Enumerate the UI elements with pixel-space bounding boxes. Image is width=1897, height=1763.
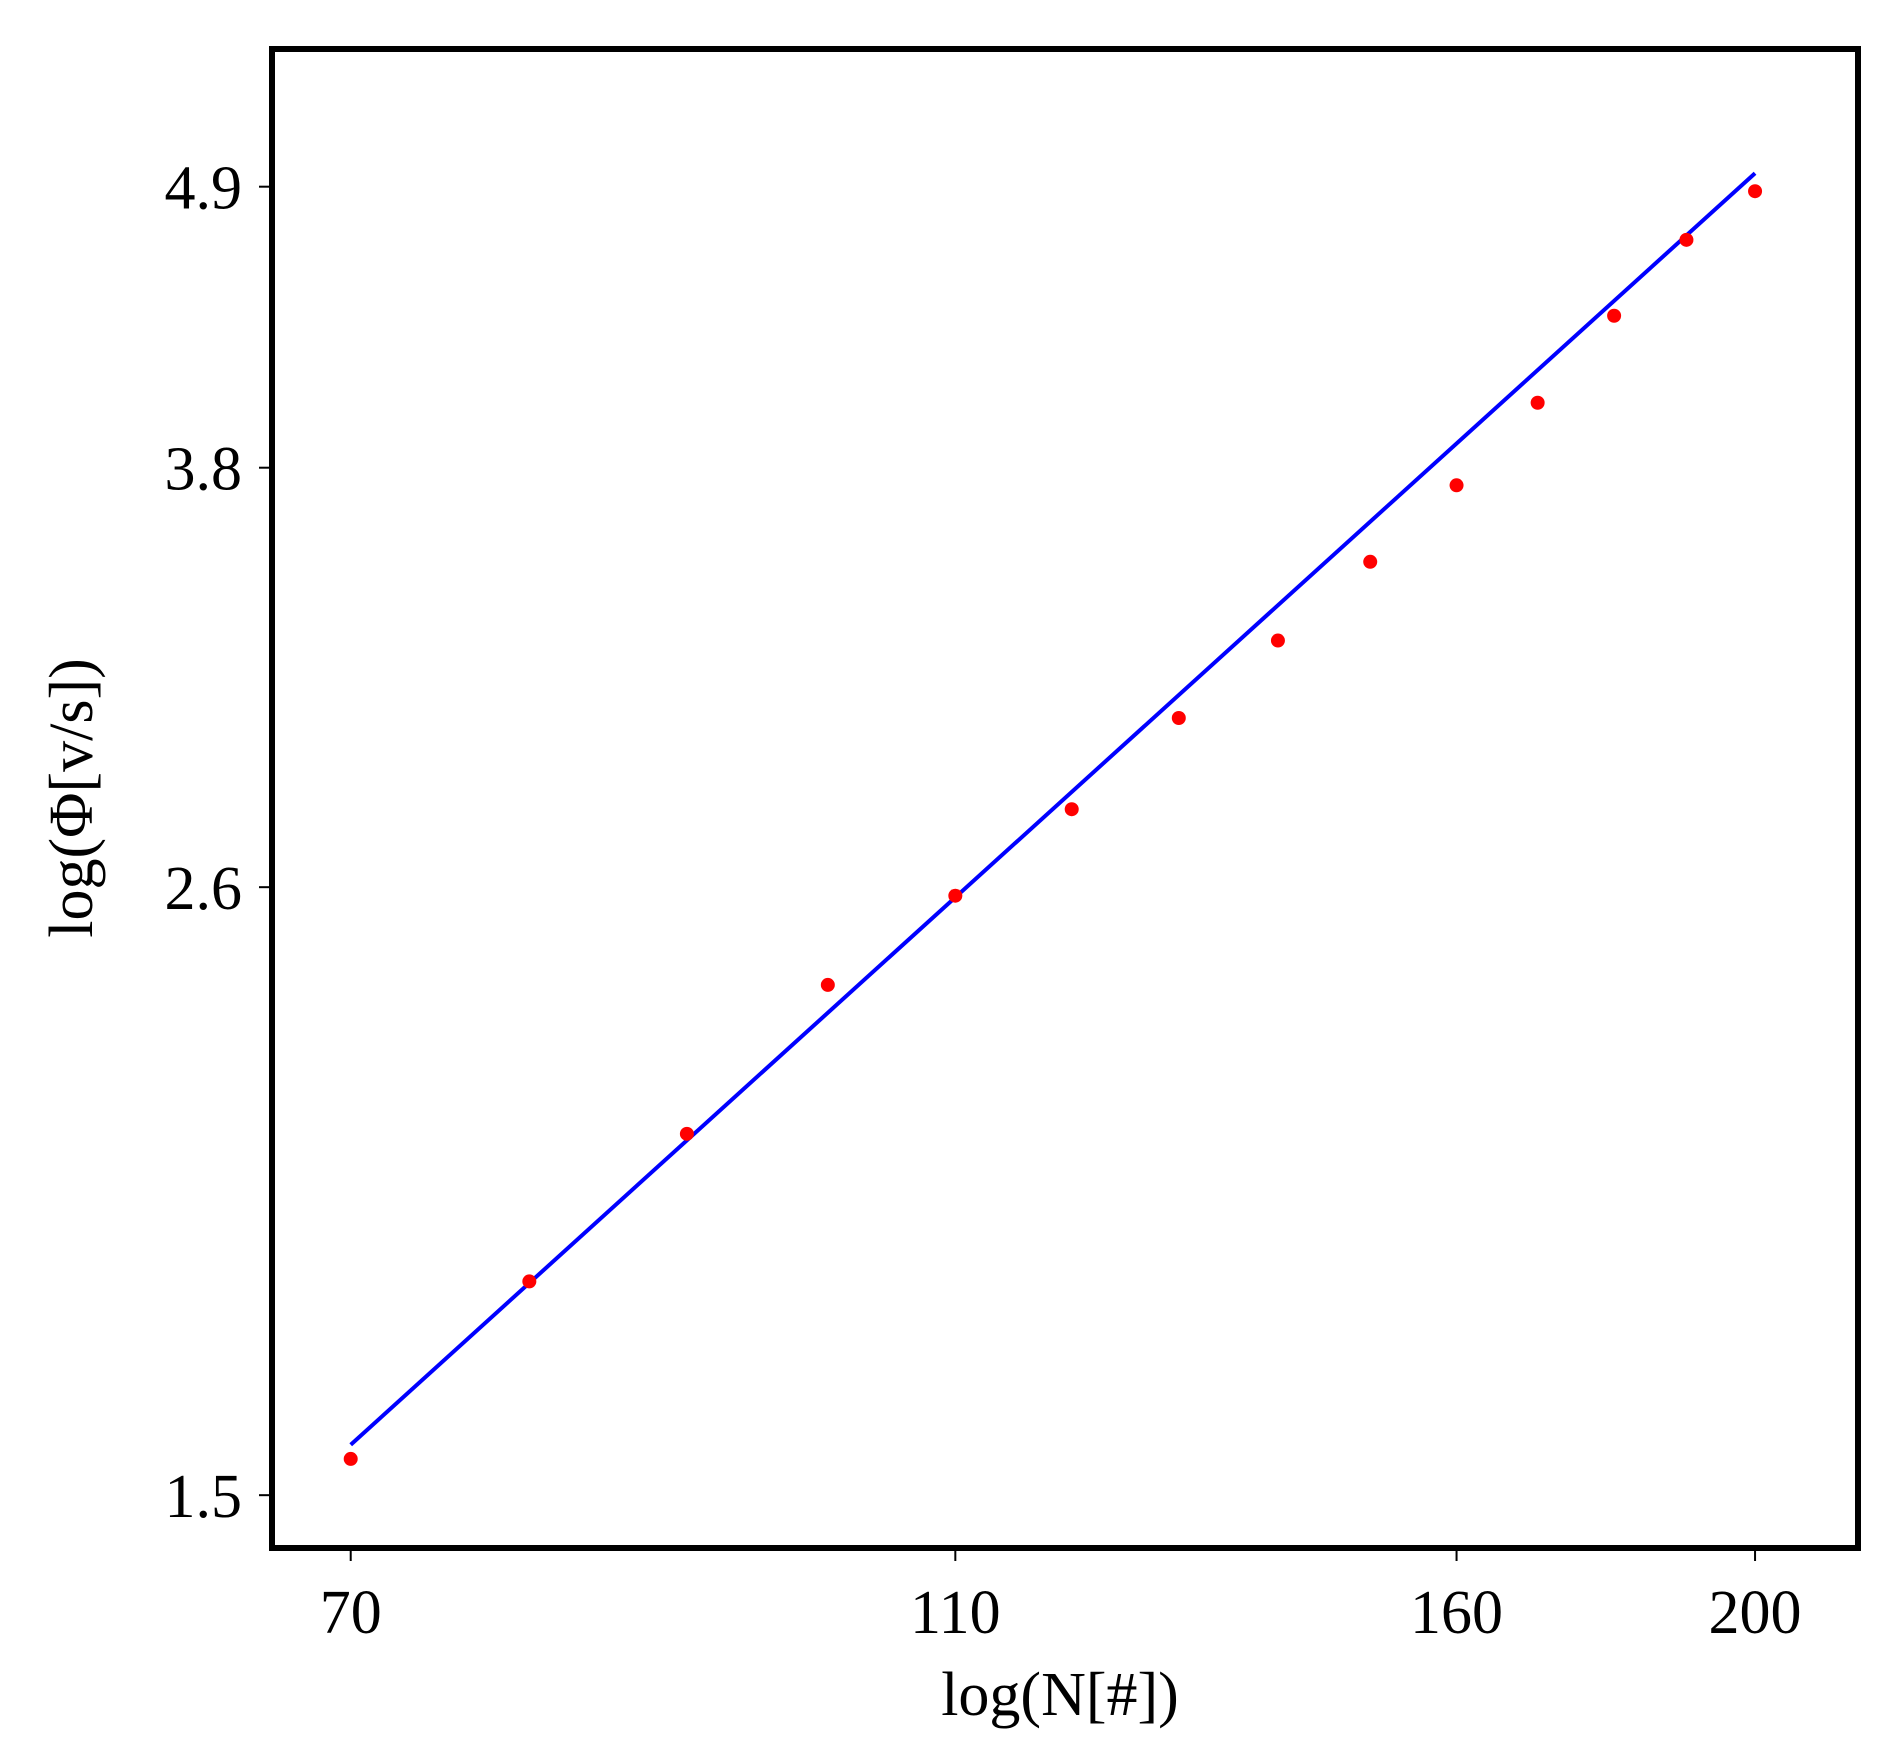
data-point-12 bbox=[1607, 308, 1622, 323]
data-point-3 bbox=[679, 1126, 694, 1141]
y-tick-label: 4.9 bbox=[165, 155, 243, 223]
data-point-6 bbox=[1064, 802, 1079, 817]
plot-frame bbox=[269, 46, 1861, 1551]
plot-marks bbox=[343, 171, 1763, 1466]
data-point-10 bbox=[1449, 478, 1464, 493]
data-point-13 bbox=[1679, 232, 1694, 247]
data-point-5 bbox=[948, 888, 963, 903]
data-point-11 bbox=[1530, 395, 1545, 410]
data-point-7 bbox=[1171, 711, 1186, 726]
data-point-14 bbox=[1748, 184, 1763, 199]
y-axis-ticks: 1.5 2.6 3.8 4.9 bbox=[165, 155, 269, 1531]
y-axis-title: log(Φ[v/s]) bbox=[38, 658, 106, 937]
x-axis-ticks: 70 110 160 200 bbox=[320, 1551, 1802, 1647]
data-point-9 bbox=[1363, 554, 1378, 569]
y-tick-label: 3.8 bbox=[165, 436, 243, 504]
x-tick-label: 200 bbox=[1709, 1579, 1802, 1647]
fit-line bbox=[349, 171, 1757, 1447]
data-point-2 bbox=[522, 1274, 537, 1289]
x-axis-title: log(N[#]) bbox=[941, 1661, 1179, 1729]
x-tick-label: 110 bbox=[910, 1579, 1001, 1647]
y-tick-label: 2.6 bbox=[165, 855, 243, 923]
x-tick-label: 70 bbox=[320, 1579, 382, 1647]
data-point-1 bbox=[343, 1451, 358, 1466]
x-tick-label: 160 bbox=[1410, 1579, 1503, 1647]
data-point-8 bbox=[1270, 633, 1285, 648]
data-point-4 bbox=[820, 977, 835, 992]
y-tick-label: 1.5 bbox=[165, 1463, 243, 1531]
